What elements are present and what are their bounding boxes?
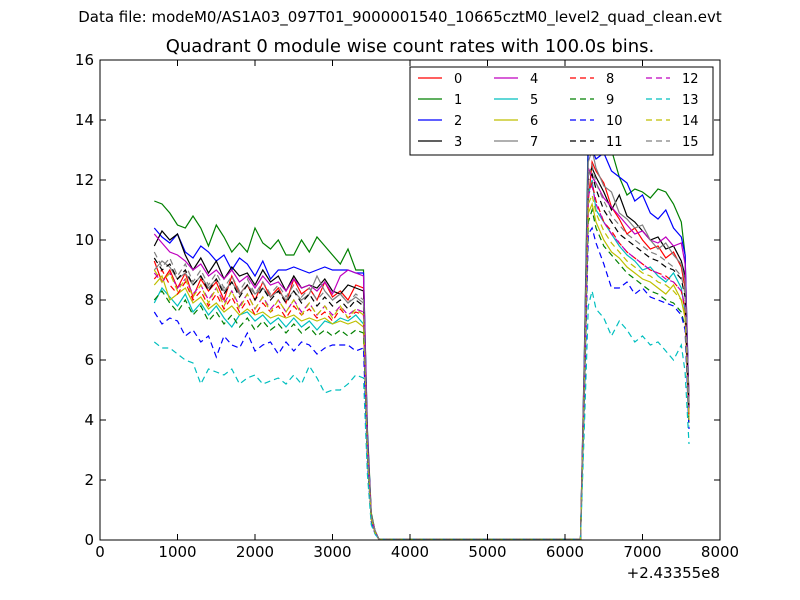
x-tick-label: 4000 (391, 543, 429, 561)
legend-label-15: 15 (682, 135, 699, 150)
y-tick-label: 4 (84, 411, 94, 429)
x-tick-label: 2000 (236, 543, 274, 561)
x-tick-label: 5000 (468, 543, 506, 561)
legend-label-7: 7 (530, 135, 538, 150)
series-line-15 (153, 162, 690, 541)
x-tick-label: 0 (95, 543, 105, 561)
legend-label-12: 12 (682, 72, 699, 87)
series-line-8 (153, 181, 690, 541)
x-tick-label: 6000 (546, 543, 584, 561)
chart-title: Quadrant 0 module wise count rates with … (165, 36, 655, 57)
x-tick-label: 8000 (701, 543, 739, 561)
series-line-13 (153, 290, 690, 541)
y-tick-label: 10 (75, 231, 94, 249)
y-tick-label: 2 (84, 471, 94, 489)
tick-layer: 0 1000 2000 3000 4000 5000 6000 7000 80000246810… (75, 51, 739, 561)
series-line-7 (153, 147, 690, 541)
legend-label-4: 4 (530, 72, 538, 87)
series-layer (153, 118, 690, 541)
legend-label-2: 2 (454, 114, 462, 129)
y-tick-label: 14 (75, 111, 94, 129)
x-tick-label: 3000 (313, 543, 351, 561)
legend-label-3: 3 (454, 135, 462, 150)
x-tick-label: 7000 (623, 543, 661, 561)
x-tick-label: 1000 (158, 543, 196, 561)
legend-label-6: 6 (530, 114, 538, 129)
y-tick-label: 6 (84, 351, 94, 369)
series-line-6 (153, 202, 690, 541)
y-tick-label: 8 (84, 291, 94, 309)
series-line-14 (153, 193, 690, 541)
legend-box (409, 66, 714, 156)
series-line-10 (153, 226, 690, 541)
series-line-9 (153, 207, 690, 541)
series-line-4 (153, 167, 690, 541)
legend-label-14: 14 (682, 114, 699, 129)
legend-label-10: 10 (606, 114, 623, 129)
legend-label-9: 9 (606, 93, 614, 108)
x-offset-label: +2.43355e8 (627, 564, 720, 582)
legend-label-13: 13 (682, 93, 699, 108)
series-line-5 (153, 179, 690, 541)
y-tick-label: 0 (84, 531, 94, 549)
legend-label-11: 11 (606, 135, 623, 150)
y-tick-label: 12 (75, 171, 94, 189)
series-line-0 (153, 159, 690, 541)
series-line-12 (153, 184, 690, 541)
chart-suptitle: Data file: modeM0/AS1A03_097T01_90000015… (78, 8, 722, 26)
legend-label-1: 1 (454, 93, 462, 108)
series-line-3 (153, 166, 690, 541)
legend-label-8: 8 (606, 72, 614, 87)
legend-label-5: 5 (530, 93, 538, 108)
legend-label-0: 0 (454, 72, 462, 87)
y-tick-label: 16 (75, 51, 94, 69)
